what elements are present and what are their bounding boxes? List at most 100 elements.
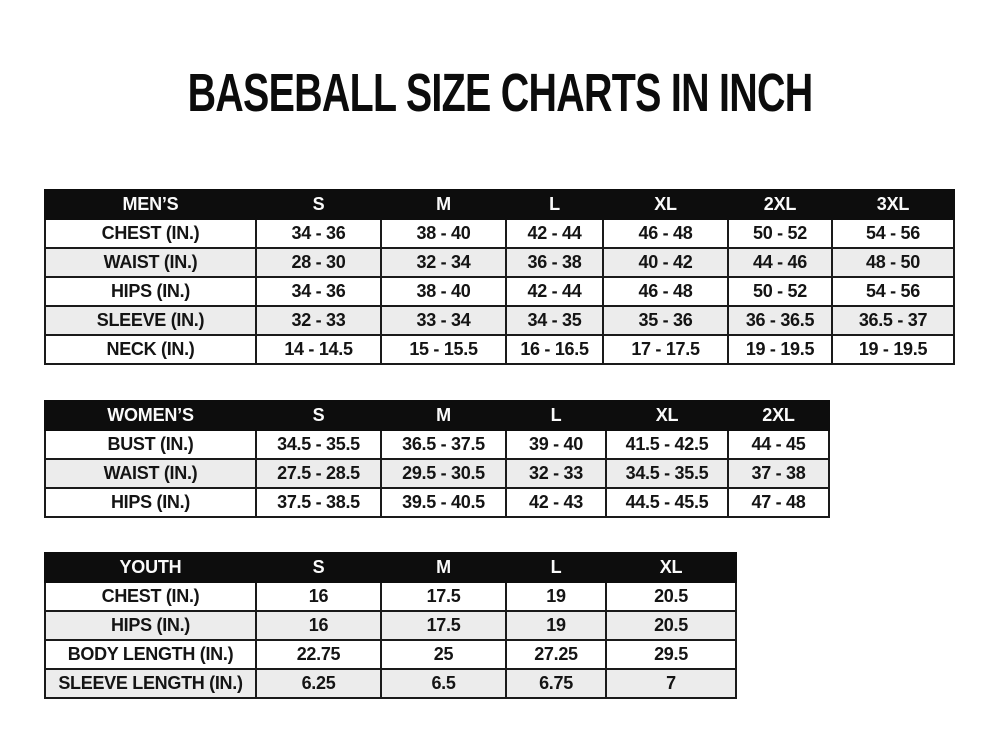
table-row-hips: HIPS (IN.) 34 - 36 38 - 40 42 - 44 46 - … (44, 276, 955, 307)
table-row-chest: CHEST (IN.) 34 - 36 38 - 40 42 - 44 46 -… (44, 218, 955, 249)
column-header-xl: XL (605, 400, 729, 431)
mens-size-table: MEN’S S M L XL 2XL 3XL CHEST (IN.) 34 - … (44, 189, 955, 365)
table-row-sleeve-length: SLEEVE LENGTH (IN.) 6.25 6.5 6.75 7 (44, 668, 737, 699)
table-row-neck: NECK (IN.) 14 - 14.5 15 - 15.5 16 - 16.5… (44, 334, 955, 365)
size-value: 14 - 14.5 (255, 334, 382, 365)
size-value: 36.5 - 37.5 (380, 429, 507, 460)
size-value: 7 (605, 668, 737, 699)
size-value: 17.5 (380, 581, 507, 612)
size-value: 38 - 40 (380, 218, 507, 249)
size-value: 46 - 48 (602, 276, 729, 307)
row-label: HIPS (IN.) (44, 610, 257, 641)
size-value: 39 - 40 (505, 429, 607, 460)
size-value: 41.5 - 42.5 (605, 429, 729, 460)
size-value: 19 - 19.5 (727, 334, 833, 365)
size-value: 19 (505, 610, 607, 641)
size-value: 19 - 19.5 (831, 334, 955, 365)
page-title-text: BASEBALL SIZE CHARTS IN INCH (187, 63, 814, 123)
row-label: SLEEVE (IN.) (44, 305, 257, 336)
column-header-xl: XL (602, 189, 729, 220)
size-value: 16 (255, 610, 382, 641)
size-value: 16 - 16.5 (505, 334, 604, 365)
row-label: WAIST (IN.) (44, 458, 257, 489)
size-value: 17.5 (380, 610, 507, 641)
size-value: 15 - 15.5 (380, 334, 507, 365)
column-header-xl: XL (605, 552, 737, 583)
size-value: 40 - 42 (602, 247, 729, 278)
mens-header-row: MEN’S S M L XL 2XL 3XL (44, 189, 955, 220)
size-value: 34.5 - 35.5 (605, 458, 729, 489)
row-label: BUST (IN.) (44, 429, 257, 460)
column-header-l: L (505, 189, 604, 220)
youth-size-table: YOUTH S M L XL CHEST (IN.) 16 17.5 19 20… (44, 552, 737, 699)
size-value: 16 (255, 581, 382, 612)
size-value: 32 - 34 (380, 247, 507, 278)
size-value: 34 - 36 (255, 218, 382, 249)
column-header-l: L (505, 552, 607, 583)
size-value: 36 - 36.5 (727, 305, 833, 336)
size-value: 50 - 52 (727, 276, 833, 307)
size-value: 50 - 52 (727, 218, 833, 249)
column-header-l: L (505, 400, 607, 431)
size-value: 36.5 - 37 (831, 305, 955, 336)
column-header-3xl: 3XL (831, 189, 955, 220)
table-row-hips: HIPS (IN.) 16 17.5 19 20.5 (44, 610, 737, 641)
size-value: 34 - 36 (255, 276, 382, 307)
size-value: 47 - 48 (727, 487, 830, 518)
size-value: 34 - 35 (505, 305, 604, 336)
row-label: NECK (IN.) (44, 334, 257, 365)
size-value: 27.25 (505, 639, 607, 670)
youth-table-title: YOUTH (44, 552, 257, 583)
womens-header-row: WOMEN’S S M L XL 2XL (44, 400, 830, 431)
table-row-body-length: BODY LENGTH (IN.) 22.75 25 27.25 29.5 (44, 639, 737, 670)
size-value: 54 - 56 (831, 276, 955, 307)
size-value: 42 - 43 (505, 487, 607, 518)
size-value: 17 - 17.5 (602, 334, 729, 365)
size-value: 46 - 48 (602, 218, 729, 249)
size-value: 6.75 (505, 668, 607, 699)
column-header-s: S (255, 552, 382, 583)
size-value: 48 - 50 (831, 247, 955, 278)
size-value: 28 - 30 (255, 247, 382, 278)
column-header-m: M (380, 400, 507, 431)
row-label: WAIST (IN.) (44, 247, 257, 278)
column-header-2xl: 2XL (727, 400, 830, 431)
size-value: 33 - 34 (380, 305, 507, 336)
table-row-chest: CHEST (IN.) 16 17.5 19 20.5 (44, 581, 737, 612)
size-value: 44 - 46 (727, 247, 833, 278)
column-header-m: M (380, 552, 507, 583)
size-value: 20.5 (605, 610, 737, 641)
size-value: 44.5 - 45.5 (605, 487, 729, 518)
size-value: 37 - 38 (727, 458, 830, 489)
table-row-waist: WAIST (IN.) 27.5 - 28.5 29.5 - 30.5 32 -… (44, 458, 830, 489)
size-value: 29.5 - 30.5 (380, 458, 507, 489)
size-value: 6.25 (255, 668, 382, 699)
size-value: 20.5 (605, 581, 737, 612)
table-row-waist: WAIST (IN.) 28 - 30 32 - 34 36 - 38 40 -… (44, 247, 955, 278)
size-value: 42 - 44 (505, 276, 604, 307)
size-value: 42 - 44 (505, 218, 604, 249)
youth-header-row: YOUTH S M L XL (44, 552, 737, 583)
size-value: 32 - 33 (505, 458, 607, 489)
size-value: 34.5 - 35.5 (255, 429, 382, 460)
size-value: 39.5 - 40.5 (380, 487, 507, 518)
size-value: 38 - 40 (380, 276, 507, 307)
column-header-s: S (255, 189, 382, 220)
size-value: 29.5 (605, 639, 737, 670)
table-row-hips: HIPS (IN.) 37.5 - 38.5 39.5 - 40.5 42 - … (44, 487, 830, 518)
size-value: 36 - 38 (505, 247, 604, 278)
womens-table-title: WOMEN’S (44, 400, 257, 431)
table-row-sleeve: SLEEVE (IN.) 32 - 33 33 - 34 34 - 35 35 … (44, 305, 955, 336)
row-label: BODY LENGTH (IN.) (44, 639, 257, 670)
size-value: 19 (505, 581, 607, 612)
column-header-2xl: 2XL (727, 189, 833, 220)
row-label: SLEEVE LENGTH (IN.) (44, 668, 257, 699)
size-value: 54 - 56 (831, 218, 955, 249)
size-value: 35 - 36 (602, 305, 729, 336)
size-value: 27.5 - 28.5 (255, 458, 382, 489)
size-value: 6.5 (380, 668, 507, 699)
size-value: 25 (380, 639, 507, 670)
size-value: 44 - 45 (727, 429, 830, 460)
size-value: 37.5 - 38.5 (255, 487, 382, 518)
